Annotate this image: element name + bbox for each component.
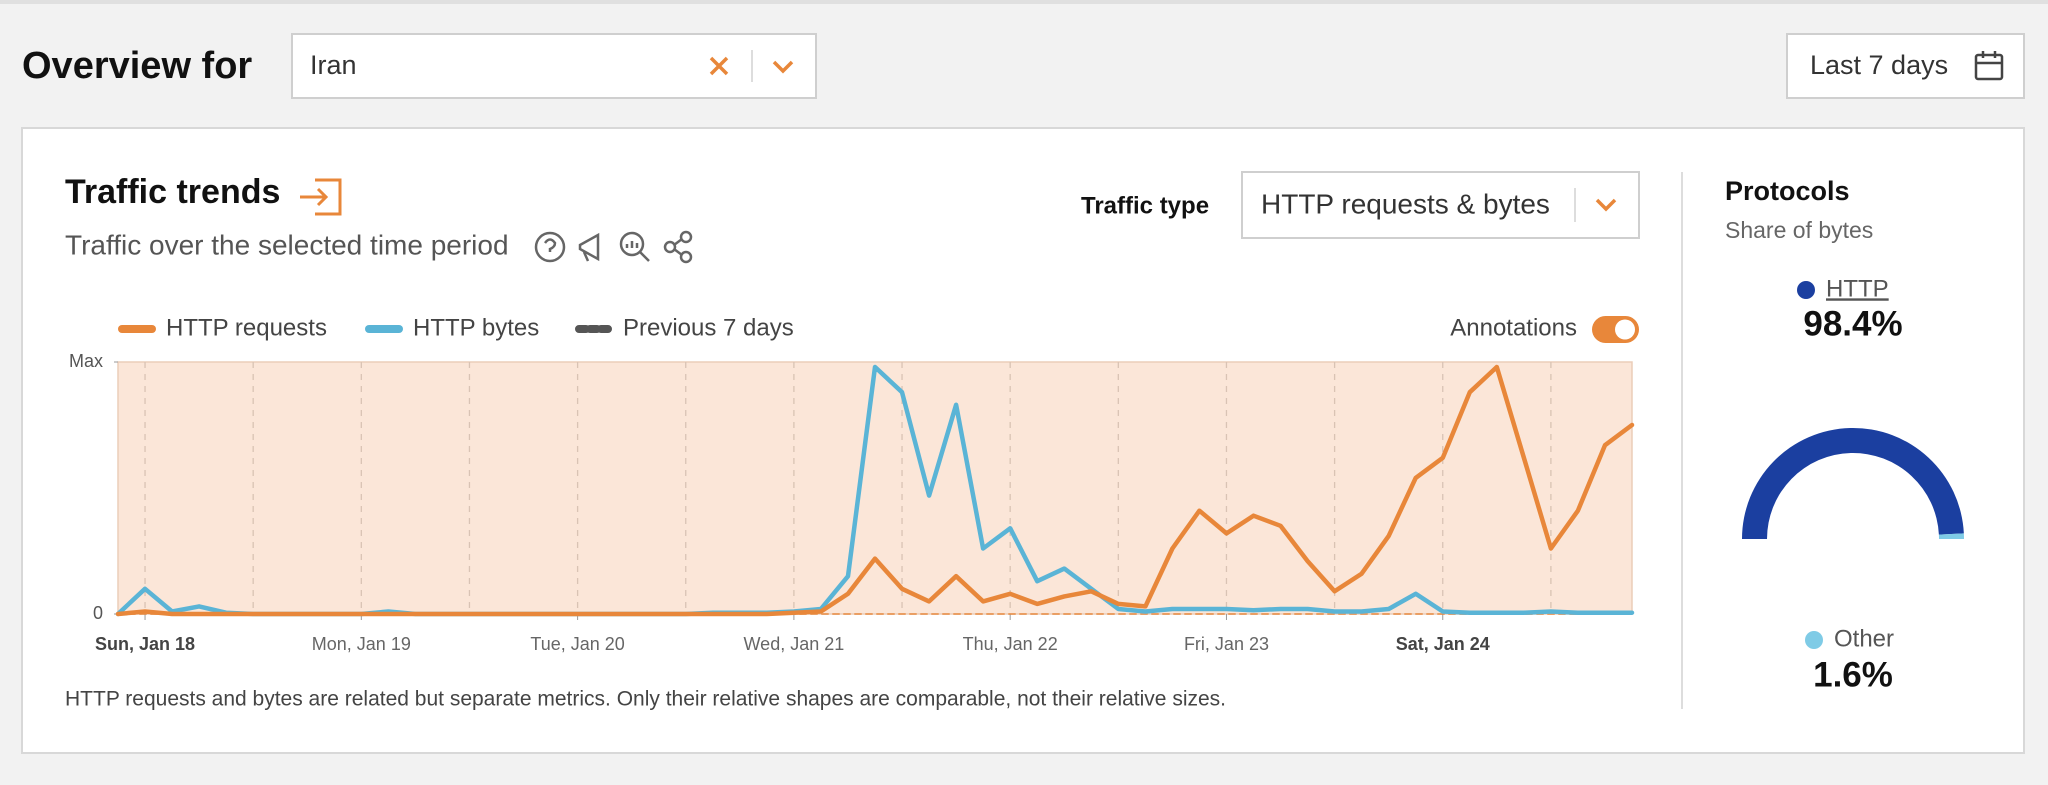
x-tick-label: Sat, Jan 24 <box>1396 634 1490 654</box>
legend-label: HTTP bytes <box>413 314 539 341</box>
traffic-type-select[interactable] <box>1241 171 1640 239</box>
pie-slice <box>1742 427 1964 539</box>
y-tick-label: Max <box>69 351 103 371</box>
legend-dot <box>1797 281 1815 299</box>
legend-label: HTTP <box>1826 275 1889 302</box>
date-picker[interactable] <box>1786 33 2025 99</box>
toolbar-icons[interactable] <box>534 230 693 264</box>
legend-label: HTTP requests <box>166 314 327 341</box>
legend-dot <box>1805 631 1823 649</box>
value-label: 1.6% <box>1813 655 1893 694</box>
dropdown-icon[interactable] <box>772 60 794 74</box>
y-tick-label: 0 <box>93 603 103 623</box>
panel-subtitle: Traffic over the selected time period <box>65 229 509 260</box>
clear-icon[interactable] <box>709 56 729 76</box>
panel-title: Traffic trends <box>65 173 280 211</box>
legend-label: Other <box>1834 625 1894 652</box>
x-tick-label: Fri, Jan 23 <box>1184 634 1269 654</box>
protocols-title: Protocols <box>1725 176 1850 206</box>
x-tick-label: Tue, Jan 20 <box>530 634 624 654</box>
annotations-label: Annotations <box>1450 314 1577 341</box>
traffic-type-label: Traffic type <box>1081 192 1209 219</box>
series-line <box>115 364 1635 617</box>
toggle-knob <box>1615 319 1635 340</box>
x-tick-label: Mon, Jan 19 <box>312 634 411 654</box>
page-title: Overview for <box>22 45 252 87</box>
traffic-type-value: HTTP requests & bytes <box>1261 188 1550 219</box>
x-tick-label: Wed, Jan 21 <box>744 634 845 654</box>
legend-label: Previous 7 days <box>623 314 794 341</box>
calendar-icon <box>1974 51 2004 81</box>
pie-slice <box>1938 533 1964 539</box>
plot-area <box>117 361 1633 615</box>
x-tick-label: Sun, Jan 18 <box>95 634 195 654</box>
dropdown-icon[interactable] <box>1595 198 1617 212</box>
location-select[interactable] <box>291 33 817 99</box>
expand-icon[interactable] <box>300 178 342 216</box>
x-tick-label: Thu, Jan 22 <box>963 634 1058 654</box>
top-border <box>0 0 2048 4</box>
location-value: Iran <box>310 50 357 80</box>
protocols-subtitle: Share of bytes <box>1725 217 1873 243</box>
date-range: Last 7 days <box>1810 50 1948 80</box>
value-label: 98.4% <box>1803 304 1902 343</box>
footnote: HTTP requests and bytes are related but … <box>65 688 1226 711</box>
